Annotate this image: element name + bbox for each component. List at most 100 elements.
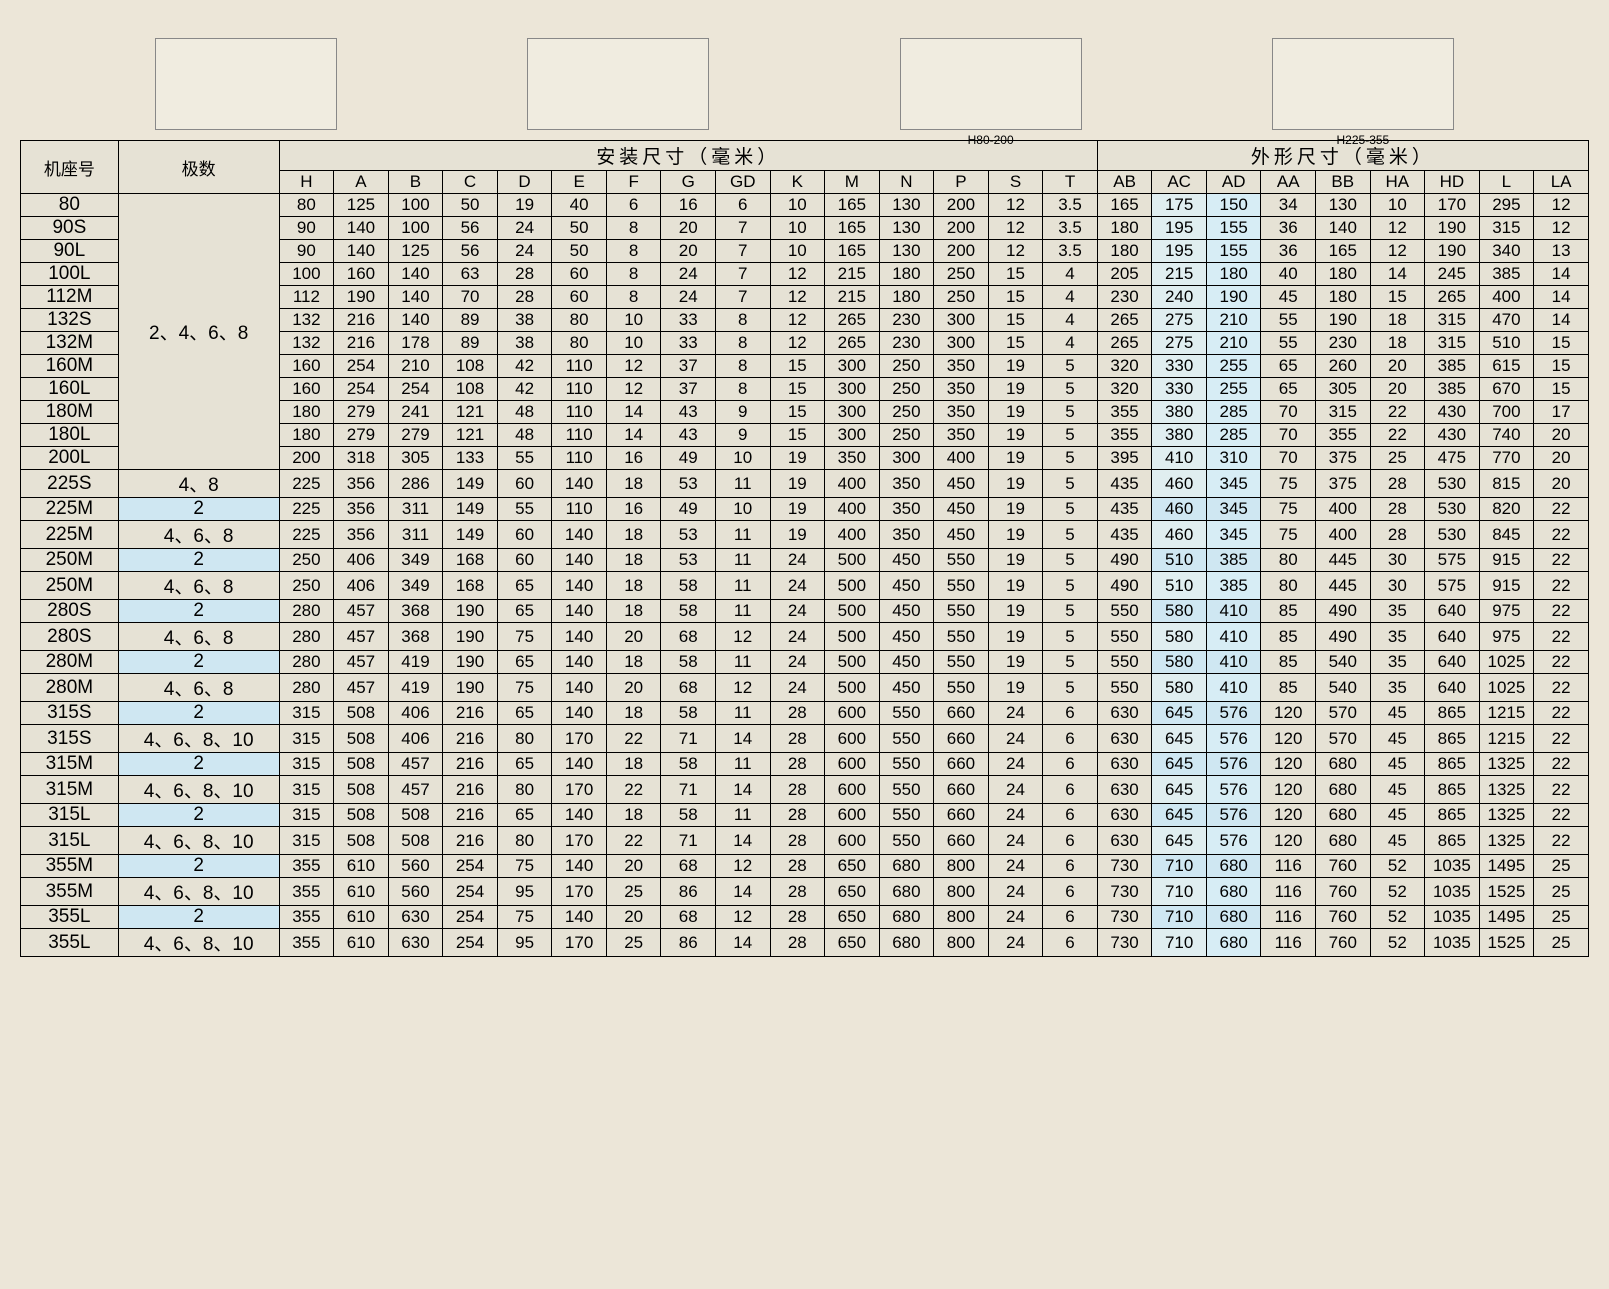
cell-c: 190 <box>443 674 498 702</box>
poles-cell: 4、6、8 <box>118 674 279 702</box>
cell-ha: 35 <box>1370 651 1425 674</box>
cell-d: 19 <box>497 194 552 217</box>
cell-k: 10 <box>770 217 825 240</box>
cell-ha: 52 <box>1370 929 1425 957</box>
table-row: 315M4、6、8、103155084572168017022711428600… <box>21 776 1589 804</box>
cell-s: 24 <box>988 906 1043 929</box>
cell-k: 28 <box>770 753 825 776</box>
cell-ha: 45 <box>1370 804 1425 827</box>
cell-b: 508 <box>388 827 443 855</box>
cell-aa: 70 <box>1261 424 1316 447</box>
cell-e: 140 <box>552 521 607 549</box>
cell-aa: 116 <box>1261 906 1316 929</box>
frame-cell: 180L <box>21 424 119 447</box>
header-col-ad: AD <box>1206 171 1261 194</box>
cell-ad: 345 <box>1206 470 1261 498</box>
cell-d: 80 <box>497 827 552 855</box>
cell-gd: 12 <box>715 623 770 651</box>
cell-d: 60 <box>497 521 552 549</box>
cell-f: 20 <box>606 623 661 651</box>
cell-k: 24 <box>770 549 825 572</box>
frame-cell: 355L <box>21 906 119 929</box>
cell-n: 550 <box>879 827 934 855</box>
cell-ha: 45 <box>1370 827 1425 855</box>
cell-t: 5 <box>1043 623 1098 651</box>
cell-aa: 40 <box>1261 263 1316 286</box>
cell-ab: 230 <box>1097 286 1152 309</box>
cell-l: 1025 <box>1479 651 1534 674</box>
cell-l: 1325 <box>1479 804 1534 827</box>
cell-bb: 180 <box>1316 263 1371 286</box>
cell-d: 75 <box>497 674 552 702</box>
cell-e: 140 <box>552 470 607 498</box>
cell-e: 60 <box>552 286 607 309</box>
cell-ac: 710 <box>1152 855 1207 878</box>
cell-ha: 35 <box>1370 674 1425 702</box>
cell-g: 37 <box>661 355 716 378</box>
cell-m: 500 <box>825 549 880 572</box>
cell-d: 75 <box>497 855 552 878</box>
cell-e: 140 <box>552 804 607 827</box>
cell-la: 17 <box>1534 401 1589 424</box>
cell-bb: 190 <box>1316 309 1371 332</box>
cell-hd: 530 <box>1425 498 1480 521</box>
cell-ab: 550 <box>1097 651 1152 674</box>
cell-ha: 22 <box>1370 424 1425 447</box>
cell-ad: 410 <box>1206 651 1261 674</box>
cell-c: 63 <box>443 263 498 286</box>
cell-e: 110 <box>552 498 607 521</box>
cell-la: 22 <box>1534 521 1589 549</box>
cell-e: 80 <box>552 332 607 355</box>
cell-s: 24 <box>988 804 1043 827</box>
cell-g: 68 <box>661 906 716 929</box>
cell-hd: 245 <box>1425 263 1480 286</box>
cell-e: 110 <box>552 401 607 424</box>
cell-ha: 45 <box>1370 702 1425 725</box>
cell-t: 5 <box>1043 447 1098 470</box>
cell-d: 65 <box>497 572 552 600</box>
cell-l: 1325 <box>1479 753 1534 776</box>
frame-cell: 80 <box>21 194 119 217</box>
cell-p: 800 <box>934 906 989 929</box>
cell-f: 18 <box>606 804 661 827</box>
cell-p: 200 <box>934 194 989 217</box>
cell-ab: 630 <box>1097 827 1152 855</box>
cell-ha: 18 <box>1370 332 1425 355</box>
cell-hd: 865 <box>1425 753 1480 776</box>
cell-bb: 260 <box>1316 355 1371 378</box>
cell-la: 14 <box>1534 263 1589 286</box>
cell-aa: 45 <box>1261 286 1316 309</box>
cell-c: 254 <box>443 906 498 929</box>
cell-ac: 275 <box>1152 309 1207 332</box>
cell-s: 19 <box>988 623 1043 651</box>
cell-a: 279 <box>334 401 389 424</box>
cell-ab: 730 <box>1097 855 1152 878</box>
cell-e: 170 <box>552 827 607 855</box>
cell-ac: 645 <box>1152 776 1207 804</box>
cell-f: 18 <box>606 753 661 776</box>
cell-ac: 195 <box>1152 240 1207 263</box>
cell-ac: 195 <box>1152 217 1207 240</box>
cell-p: 550 <box>934 600 989 623</box>
cell-hd: 265 <box>1425 286 1480 309</box>
cell-ad: 345 <box>1206 521 1261 549</box>
cell-la: 13 <box>1534 240 1589 263</box>
cell-la: 25 <box>1534 878 1589 906</box>
cell-a: 508 <box>334 827 389 855</box>
frame-cell: 315L <box>21 804 119 827</box>
poles-cell: 2 <box>118 549 279 572</box>
cell-p: 550 <box>934 623 989 651</box>
cell-k: 28 <box>770 804 825 827</box>
cell-la: 12 <box>1534 217 1589 240</box>
cell-m: 500 <box>825 674 880 702</box>
cell-f: 8 <box>606 263 661 286</box>
cell-a: 610 <box>334 906 389 929</box>
cell-aa: 85 <box>1261 674 1316 702</box>
cell-gd: 11 <box>715 470 770 498</box>
cell-m: 300 <box>825 401 880 424</box>
frame-cell: 280S <box>21 600 119 623</box>
cell-h: 280 <box>279 651 334 674</box>
cell-k: 24 <box>770 572 825 600</box>
cell-aa: 75 <box>1261 470 1316 498</box>
diagram-shaft <box>155 38 337 130</box>
